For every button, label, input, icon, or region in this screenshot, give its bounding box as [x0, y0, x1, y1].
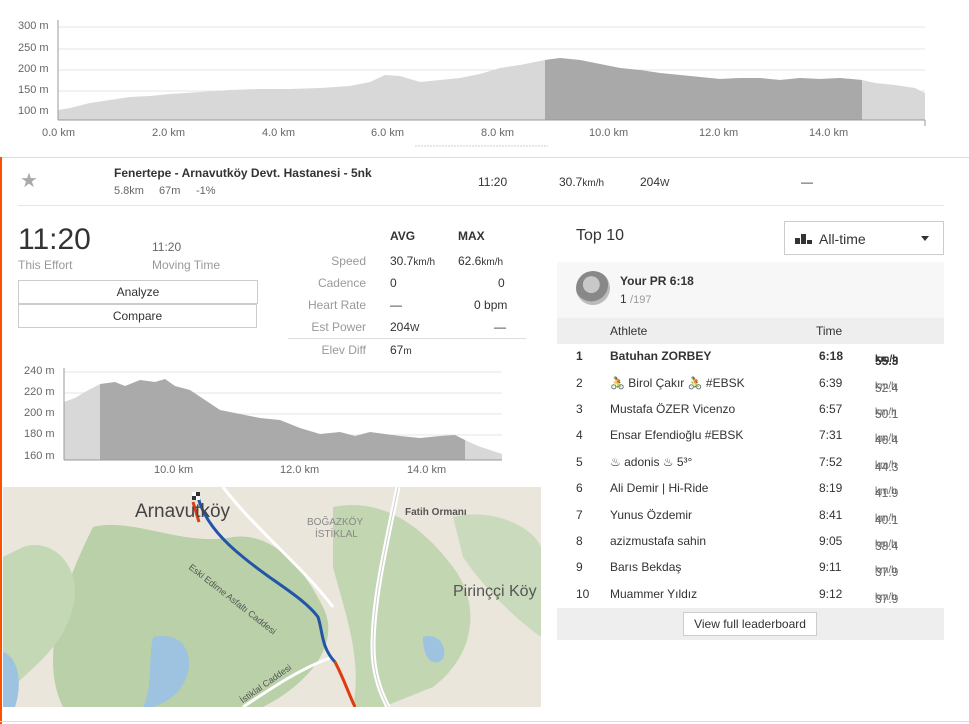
y-tick: 100 m: [18, 105, 49, 117]
leaderboard-row[interactable]: 5 ♨ adonis ♨ 5³° 7:52 44.3 km/h: [576, 455, 899, 474]
leaderboard-header: Athlete Time: [557, 318, 944, 344]
star-icon[interactable]: ★: [20, 170, 38, 192]
stat-avg: 204W: [390, 320, 420, 334]
pr-panel: Your PR 6:18 1 /197: [557, 262, 944, 318]
leaderboard-row[interactable]: 6 Ali Demir | Hi-Ride 8:19 41.9 km/h: [576, 481, 899, 500]
x-tick: 6.0 km: [371, 127, 405, 139]
chevron-down-icon: [921, 236, 929, 241]
max-header: MAX: [458, 229, 485, 243]
pr-rank: 1 /197: [620, 292, 652, 306]
col-athlete: Athlete: [610, 324, 648, 338]
segment-row[interactable]: ★ Fenertepe - Arnavutköy Devt. Hastanesi…: [0, 158, 969, 206]
stat-avg: 67m: [390, 343, 412, 357]
x-tick: 0.0 km: [42, 127, 76, 139]
segment-highlight-area: [545, 58, 862, 120]
leaderboard-row[interactable]: 4 Ensar Efendioğlu #EBSK 7:31 46.4 km/h: [576, 428, 899, 447]
stat-label: Speed: [331, 254, 366, 268]
map-label-district: İSTİKLAL: [315, 529, 358, 540]
filter-dropdown[interactable]: All-time: [784, 221, 944, 255]
segment-name[interactable]: Fenertepe - Arnavutköy Devt. Hastanesi -…: [114, 166, 372, 180]
stat-max: 0 bpm: [474, 298, 508, 312]
stat-label: Elev Diff: [321, 343, 366, 357]
avg-header: AVG: [390, 229, 416, 243]
selected-marker: [0, 157, 2, 724]
y-tick: 160 m: [24, 450, 55, 462]
segment-power: 204W: [640, 175, 670, 189]
effort-profile-dark: [100, 379, 465, 460]
stat-avg: 0: [390, 276, 397, 290]
leaderboard-row[interactable]: 1 Batuhan ZORBEY 6:18 55.3 km/h: [576, 349, 899, 368]
y-tick: 150 m: [18, 84, 49, 96]
stat-max: 62.6km/h: [458, 254, 504, 268]
filter-label: All-time: [819, 231, 866, 247]
segment-speed: 30.7km/h: [559, 175, 605, 189]
x-tick: 14.0 km: [809, 127, 849, 139]
effort-time: 11:20: [18, 223, 91, 256]
x-tick: 10.0 km: [154, 464, 194, 476]
leaderboard-row[interactable]: 7 Yunus Özdemir 8:41 40.1 km/h: [576, 508, 899, 527]
pr-label: Your PR 6:18: [620, 274, 694, 288]
map-label-district: BOĞAZKÖY: [307, 517, 364, 528]
leaderboard-title: Top 10: [576, 227, 625, 244]
y-tick: 300 m: [18, 20, 49, 32]
divider: [18, 205, 944, 206]
effort-profile-tail: [465, 440, 502, 460]
stat-max: 0: [498, 276, 505, 290]
moving-time: 11:20: [152, 240, 182, 254]
x-tick: 12.0 km: [699, 127, 739, 139]
segment-distance: 5.8km: [114, 185, 144, 197]
moving-time-label: Moving Time: [152, 258, 221, 272]
y-tick: 250 m: [18, 42, 49, 54]
x-tick: 2.0 km: [152, 127, 186, 139]
segment-extra: —: [801, 175, 813, 189]
leaderboard-row[interactable]: 10 Muammer Yıldız 9:12 37.9 km/h: [576, 587, 899, 606]
y-tick: 240 m: [24, 365, 55, 377]
divider: [0, 721, 969, 722]
x-tick: 12.0 km: [280, 464, 320, 476]
effort-label: This Effort: [18, 258, 73, 272]
stat-avg: —: [390, 298, 402, 312]
map-label-village: Pirinççi Köy: [453, 583, 537, 600]
map-svg: [3, 487, 541, 707]
y-tick: 200 m: [18, 63, 49, 75]
leaderboard-row[interactable]: 9 Barıs Bekdaş 9:11 37.9 km/h: [576, 560, 899, 579]
avatar[interactable]: [576, 271, 610, 305]
leaderboard-row[interactable]: 8 azizmustafa sahin 9:05 38.4 km/h: [576, 534, 899, 553]
view-full-leaderboard-button[interactable]: View full leaderboard: [683, 612, 817, 636]
stat-label: Est Power: [311, 320, 366, 334]
effort-profile-light: [64, 384, 100, 460]
segment-time: 11:20: [478, 175, 508, 189]
x-tick: 10.0 km: [589, 127, 629, 139]
map-label-town: Arnavutköy: [135, 501, 231, 522]
leaderboard-row[interactable]: 2 🚴 Birol Çakır 🚴 #EBSK 6:39 52.4 km/h: [576, 376, 899, 395]
compare-button[interactable]: Compare: [18, 304, 257, 328]
x-tick: 4.0 km: [262, 127, 296, 139]
segment-elevation: 67m: [159, 185, 181, 197]
x-tick: 14.0 km: [407, 464, 447, 476]
y-tick: 220 m: [24, 386, 55, 398]
elevation-chart-svg: [57, 20, 926, 147]
leaderboard-row[interactable]: 3 Mustafa ÖZER Vicenzo 6:57 50.1 km/h: [576, 402, 899, 421]
route-map[interactable]: Arnavutköy BOĞAZKÖY İSTİKLAL Fatih Orman…: [3, 487, 541, 707]
y-tick: 200 m: [24, 407, 55, 419]
effort-elevation-chart[interactable]: 240 m 220 m 200 m 180 m 160 m 10.0 km 12…: [0, 362, 540, 482]
x-tick: 8.0 km: [481, 127, 515, 139]
effort-elevation-svg: [63, 368, 502, 461]
stat-label: Heart Rate: [307, 298, 366, 312]
analyze-button[interactable]: Analyze: [18, 280, 258, 304]
elevation-chart[interactable]: 300 m 250 m 200 m 150 m 100 m 0.0 km 2.0…: [0, 0, 969, 150]
segment-grade: -1%: [196, 185, 216, 197]
divider: [0, 157, 969, 158]
stats-divider: [288, 338, 526, 339]
map-label-forest: Fatih Ormanı: [405, 507, 467, 518]
stat-label: Cadence: [317, 276, 366, 290]
y-tick: 180 m: [24, 428, 55, 440]
stat-avg: 30.7km/h: [390, 254, 436, 268]
chart-icon: [795, 234, 815, 244]
stat-max: —: [494, 320, 506, 334]
col-time: Time: [816, 324, 843, 338]
